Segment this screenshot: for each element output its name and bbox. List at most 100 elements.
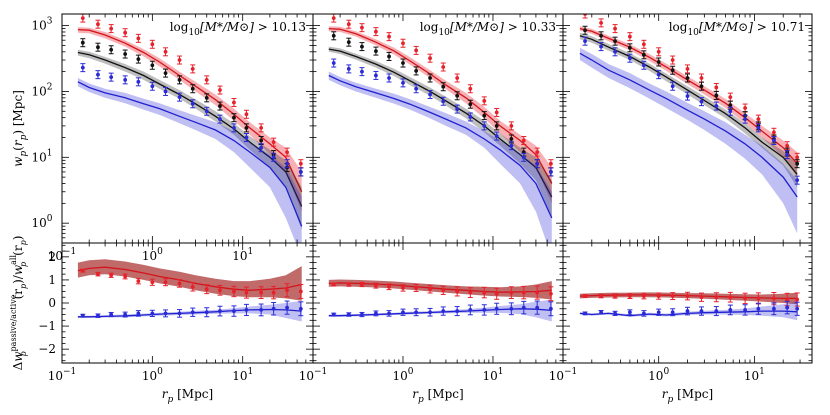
point-active (548, 170, 553, 174)
band-line-all (77, 51, 303, 207)
x-tick-label: 101 (482, 367, 503, 383)
point-passive (535, 290, 540, 295)
point-passive (204, 77, 209, 82)
point-active (728, 308, 733, 312)
point-all (714, 93, 719, 98)
y-axis-label: Δwpassive/activep(rp)/wallp(rp) (9, 236, 28, 371)
point-passive (298, 289, 303, 294)
point-active (613, 311, 617, 316)
y-label-r: r (11, 139, 25, 146)
band-line-all (328, 48, 553, 198)
point-all (123, 52, 128, 56)
point-passive (123, 274, 128, 279)
point-active (441, 99, 446, 104)
point-passive (670, 58, 675, 62)
band-active (77, 300, 302, 322)
x-tick-label: 101 (232, 367, 253, 383)
plot-area (579, 14, 800, 234)
x-tick-label: 100 (392, 367, 413, 383)
y-tick-label: 103 (31, 17, 52, 33)
point-passive (271, 290, 276, 295)
point-passive (218, 88, 222, 92)
point-active (190, 101, 195, 106)
point-all (190, 86, 195, 91)
point-active (244, 308, 249, 312)
band-line-all (579, 35, 798, 175)
point-passive (509, 123, 514, 128)
point-passive (109, 26, 114, 31)
point-active (627, 310, 632, 315)
x-label-sub: p (168, 395, 174, 405)
x-label-sub: p (668, 395, 674, 405)
point-active (96, 72, 100, 77)
point-all (150, 63, 155, 68)
x-tick-label-base: 10 (392, 369, 407, 383)
point-passive (785, 297, 790, 302)
point-all (494, 123, 499, 128)
y-label-w2: w (11, 264, 25, 275)
point-all (656, 60, 661, 64)
point-passive (535, 150, 540, 155)
x-tick-label-exp: 0 (408, 367, 414, 377)
band-active (77, 78, 302, 243)
x-tick-label-exp: −1 (564, 367, 577, 377)
point-all (627, 45, 632, 50)
point-passive (613, 294, 617, 298)
title-thresh: > 10.33 (508, 20, 556, 34)
point-active (331, 61, 336, 65)
point-all (259, 138, 264, 143)
x-tick-label: 10−1 (549, 367, 578, 383)
y-label-arg-sub: p (19, 284, 28, 289)
point-active (494, 306, 499, 311)
point-active (401, 80, 405, 85)
x-tick-label-base: 10 (142, 369, 157, 383)
y-tick-label-exp: 3 (47, 17, 53, 27)
y-label-arg: (r (11, 289, 25, 300)
point-passive (232, 100, 236, 105)
y-label-sub: p (19, 151, 29, 157)
point-active (414, 86, 419, 91)
band-line-passive (77, 266, 302, 291)
plot-area (77, 259, 304, 322)
point-passive (714, 295, 719, 300)
point-active (756, 125, 761, 130)
y-tick-label-exp: 2 (47, 82, 53, 92)
point-all (795, 161, 800, 166)
point-passive (259, 125, 264, 130)
point-passive (795, 297, 800, 302)
point-passive (244, 112, 249, 117)
point-passive (670, 294, 675, 298)
x-label-sub: p (418, 395, 424, 405)
point-passive (373, 283, 378, 288)
point-all (728, 103, 733, 108)
x-tick-label: 100 (648, 367, 669, 383)
point-passive (714, 85, 719, 90)
x-label-r: r (412, 387, 419, 401)
point-passive (373, 29, 378, 34)
point-active (535, 161, 540, 166)
x-label-unit: [Mpc] (673, 387, 713, 401)
point-active (285, 305, 289, 310)
point-active (583, 39, 587, 44)
x-tick-label-base: 10 (744, 369, 759, 383)
point-passive (494, 110, 499, 115)
point-passive (494, 291, 499, 296)
y-tick-label-exp: 1 (47, 148, 53, 158)
point-active (298, 170, 303, 174)
point-all (685, 76, 690, 80)
point-passive (627, 34, 632, 39)
title-sub: 10 (687, 28, 699, 38)
point-active (613, 49, 617, 54)
y-tick-label: 0 (48, 296, 56, 310)
y-label-arg2: (r (11, 245, 25, 256)
point-passive (136, 36, 141, 41)
point-all (387, 54, 391, 59)
point-active (244, 135, 249, 140)
x-tick-label: 10−1 (48, 367, 77, 383)
x-label-unit: [Mpc] (173, 387, 213, 401)
point-active (509, 306, 514, 311)
point-passive (163, 49, 168, 54)
point-passive (298, 161, 303, 166)
point-active (177, 95, 182, 100)
point-passive (468, 290, 473, 295)
